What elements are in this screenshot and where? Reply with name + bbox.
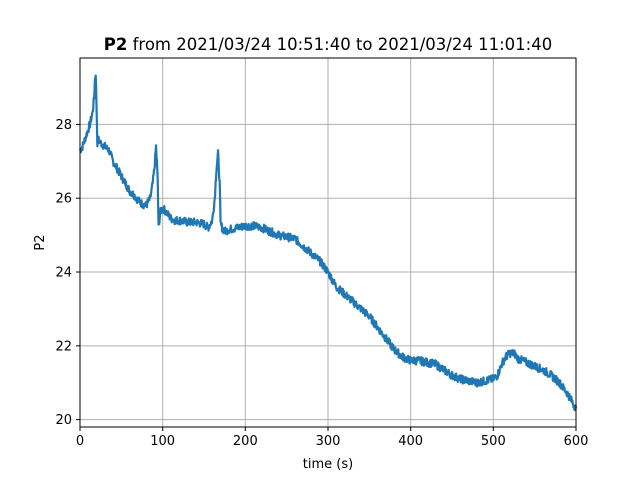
plot-area — [78, 74, 578, 412]
series-line — [78, 74, 578, 412]
y-tick-label: 24 — [55, 266, 72, 281]
x-axis-label: time (s) — [303, 457, 353, 472]
chart-title-rest: from 2021/03/24 10:51:40 to 2021/03/24 1… — [127, 35, 552, 54]
chart-title: P2 from 2021/03/24 10:51:40 to 2021/03/2… — [104, 35, 552, 54]
x-tick-label: 0 — [76, 434, 84, 449]
y-tick-label: 20 — [55, 413, 72, 428]
y-tick-label: 26 — [55, 192, 72, 207]
x-axis: 0 100 200 300 400 500 600 — [76, 427, 589, 449]
y-tick-label: 28 — [55, 118, 72, 133]
grid — [79, 58, 577, 427]
chart-title-bold: P2 — [104, 35, 128, 54]
x-tick-label: 500 — [481, 434, 506, 449]
x-tick-label: 100 — [150, 434, 175, 449]
y-axis-label: P2 — [33, 234, 48, 250]
x-tick-label: 300 — [316, 434, 341, 449]
x-tick-label: 400 — [398, 434, 423, 449]
x-tick-label: 600 — [564, 434, 589, 449]
x-tick-label: 200 — [233, 434, 258, 449]
y-axis: 20 22 24 26 28 — [55, 118, 80, 428]
y-tick-label: 22 — [55, 339, 72, 354]
